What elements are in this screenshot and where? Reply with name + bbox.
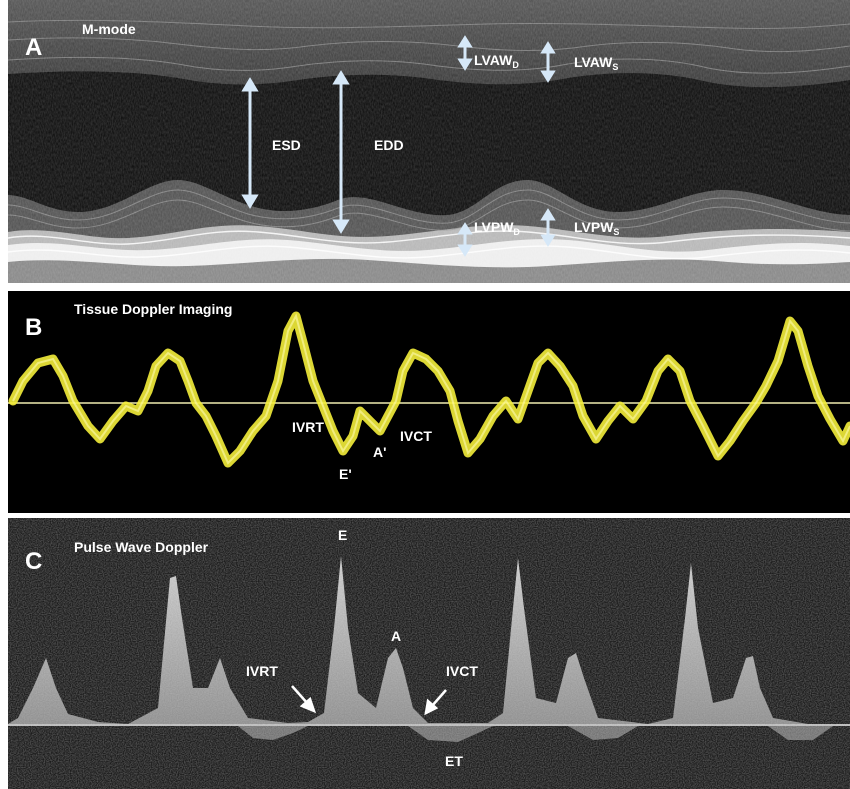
panel-c-pwd: C Pulse Wave Doppler E A IVRT IVCT ET (8, 518, 850, 789)
edd-arrow (332, 70, 350, 234)
lvpw-d-arrow (457, 222, 473, 257)
edd-label: EDD (374, 137, 404, 153)
panel-a-mmode: A M-mode ESD EDD LVAWD LVAWS LVPWD LVPWS (8, 0, 850, 283)
pwd-et-label: ET (445, 753, 463, 769)
lvaw-s-arrow (540, 41, 556, 83)
lvpw-d-label: LVPWD (474, 219, 520, 237)
ivct-arrow (424, 689, 447, 716)
lvaw-d-label: LVAWD (474, 52, 519, 70)
mmode-image (8, 0, 850, 283)
measurement-arrows (241, 35, 556, 257)
lvpw-s-label: LVPWS (574, 219, 620, 237)
panel-b-tdi: B Tissue Doppler Imaging IVRT IVCT E' A' (8, 291, 850, 513)
esd-arrow (241, 77, 259, 209)
panel-c-letter: C (25, 548, 43, 575)
tdi-e-prime-label: E' (339, 466, 352, 482)
tdi-ivct-label: IVCT (400, 428, 432, 444)
lvaw-d-arrow (457, 35, 473, 71)
panel-a-letter: A (25, 34, 43, 61)
panel-c-title: Pulse Wave Doppler (74, 539, 209, 555)
pwd-et-flow (238, 726, 833, 742)
tdi-ivrt-label: IVRT (292, 419, 324, 435)
pwd-arrows (291, 685, 447, 716)
pwd-ivrt-label: IVRT (246, 663, 278, 679)
tdi-waveform (8, 311, 850, 468)
panel-b-letter: B (25, 314, 43, 341)
pwd-e-label: E (338, 527, 348, 543)
lvaw-s-label: LVAWS (574, 54, 619, 72)
pwd-envelope (8, 556, 850, 724)
panel-a-title: M-mode (82, 21, 136, 37)
tdi-a-prime-label: A' (373, 444, 387, 460)
lvpw-s-arrow (540, 208, 556, 247)
esd-label: ESD (272, 137, 301, 153)
panel-b-title: Tissue Doppler Imaging (74, 301, 233, 317)
pwd-ivct-label: IVCT (446, 663, 478, 679)
pwd-spectrum (8, 518, 850, 789)
pwd-a-label: A (391, 628, 402, 644)
ivrt-arrow (291, 685, 317, 714)
